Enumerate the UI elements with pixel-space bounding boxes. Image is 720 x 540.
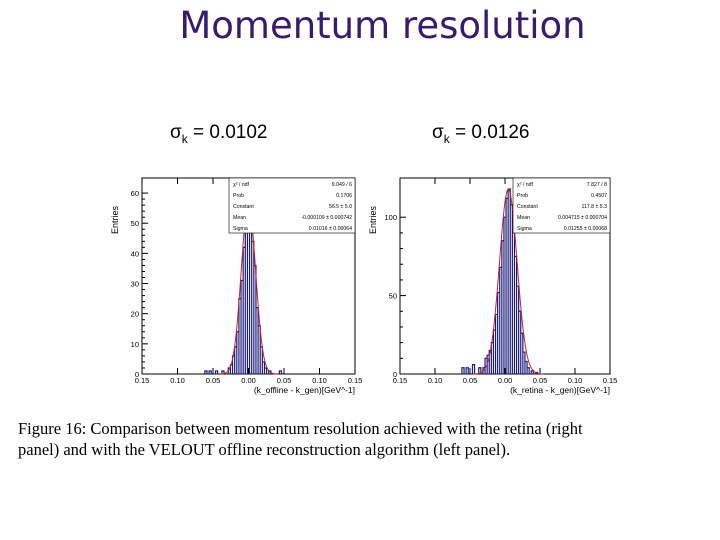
caption-line-1: Figure 16: Comparison between momentum r… bbox=[18, 419, 583, 438]
y-tick-label: 50 bbox=[131, 219, 139, 228]
left-sigma-subscript: k bbox=[181, 132, 188, 146]
y-tick-label: 50 bbox=[389, 292, 397, 301]
stats-value: 0.4507 bbox=[591, 193, 607, 199]
gaussian-fit-curve bbox=[473, 188, 544, 375]
stats-box bbox=[228, 177, 356, 234]
y-tick-label: 0 bbox=[393, 370, 397, 379]
x-axis-label: (k_retina - k_gen)[GeV^-1] bbox=[510, 385, 610, 395]
caption-line-2: panel) and with the VELOUT offline recon… bbox=[18, 440, 511, 459]
x-tick-label: 0.10 bbox=[568, 376, 583, 385]
y-tick-label: 60 bbox=[131, 189, 139, 198]
x-tick-label: 0.05 bbox=[206, 376, 221, 385]
stats-value: 7.827 / 8 bbox=[587, 182, 607, 188]
left-sigma-label: σk = 0.0102 bbox=[170, 122, 268, 146]
right-sigma-value: = 0.0126 bbox=[455, 122, 530, 143]
right-histogram-chart: Entries 0 50 100 0.15 0.10 0.05 0.00 0.05 0.10 0.1… bbox=[368, 177, 618, 395]
x-tick-label: 0.15 bbox=[603, 376, 618, 385]
x-tick-label: 0.15 bbox=[393, 376, 408, 385]
stats-value: 0.1706 bbox=[336, 193, 352, 199]
stats-label: Sigma bbox=[517, 226, 532, 232]
y-axis-label: Entries bbox=[110, 205, 120, 234]
y-tick-label: 10 bbox=[131, 340, 139, 349]
y-tick-label: 100 bbox=[384, 213, 397, 222]
left-histogram-chart: Entries 0 10 20 30 40 50 60 0.15 0.10 0.05 0.00 0.05… bbox=[110, 177, 362, 395]
x-tick-label: 0.00 bbox=[241, 376, 256, 385]
stats-value: -0.000109 ± 0.000742 bbox=[301, 215, 352, 221]
x-tick-label: 0.05 bbox=[463, 376, 478, 385]
stats-value: 0.01016 ± 0.00064 bbox=[309, 226, 352, 232]
x-tick-label: 0.10 bbox=[312, 376, 327, 385]
x-axis-label: (k_offline - k_gen)[GeV^-1] bbox=[254, 385, 355, 395]
stats-label: Constant bbox=[517, 204, 538, 210]
y-tick-label: 30 bbox=[131, 280, 139, 289]
stats-label: Constant bbox=[233, 204, 254, 210]
y-tick-label: 0 bbox=[135, 370, 139, 379]
stats-box bbox=[512, 177, 611, 234]
slide-title: Momentum resolution bbox=[179, 4, 586, 47]
y-tick-label: 20 bbox=[131, 310, 139, 319]
x-tick-label: 0.05 bbox=[533, 376, 548, 385]
stats-value: 0.004715 ± 0.000704 bbox=[558, 215, 607, 221]
stats-label: χ² / ndf bbox=[233, 182, 250, 188]
stats-label: Sigma bbox=[233, 226, 248, 232]
x-tick-label: 0.15 bbox=[135, 376, 150, 385]
stats-value: 117.8 ± 5.3 bbox=[581, 204, 607, 210]
x-tick-label: 0.05 bbox=[277, 376, 292, 385]
stats-value: 9.049 / 6 bbox=[332, 182, 352, 188]
x-tick-label: 0.10 bbox=[428, 376, 443, 385]
y-axis-label: Entries bbox=[368, 205, 378, 234]
figure-caption: Figure 16: Comparison between momentum r… bbox=[18, 418, 708, 460]
right-sigma-label: σk = 0.0126 bbox=[432, 122, 530, 146]
stats-label: Prob bbox=[517, 193, 528, 199]
stats-label: Mean bbox=[517, 215, 530, 221]
stats-value: 56.5 ± 5.0 bbox=[329, 204, 352, 210]
stats-label: Prob bbox=[233, 193, 244, 199]
x-tick-label: 0.10 bbox=[170, 376, 185, 385]
right-sigma-subscript: k bbox=[443, 132, 450, 146]
y-tick-label: 40 bbox=[131, 249, 139, 258]
left-sigma-symbol: σ bbox=[170, 122, 182, 143]
x-tick-label: 0.15 bbox=[348, 376, 363, 385]
stats-label: Mean bbox=[233, 215, 246, 221]
stats-value: 0.01255 ± 0.00068 bbox=[564, 226, 607, 232]
x-tick-label: 0.00 bbox=[498, 376, 513, 385]
right-sigma-symbol: σ bbox=[432, 122, 444, 143]
stats-label: χ² / ndf bbox=[517, 182, 534, 188]
left-sigma-value: = 0.0102 bbox=[193, 122, 268, 143]
